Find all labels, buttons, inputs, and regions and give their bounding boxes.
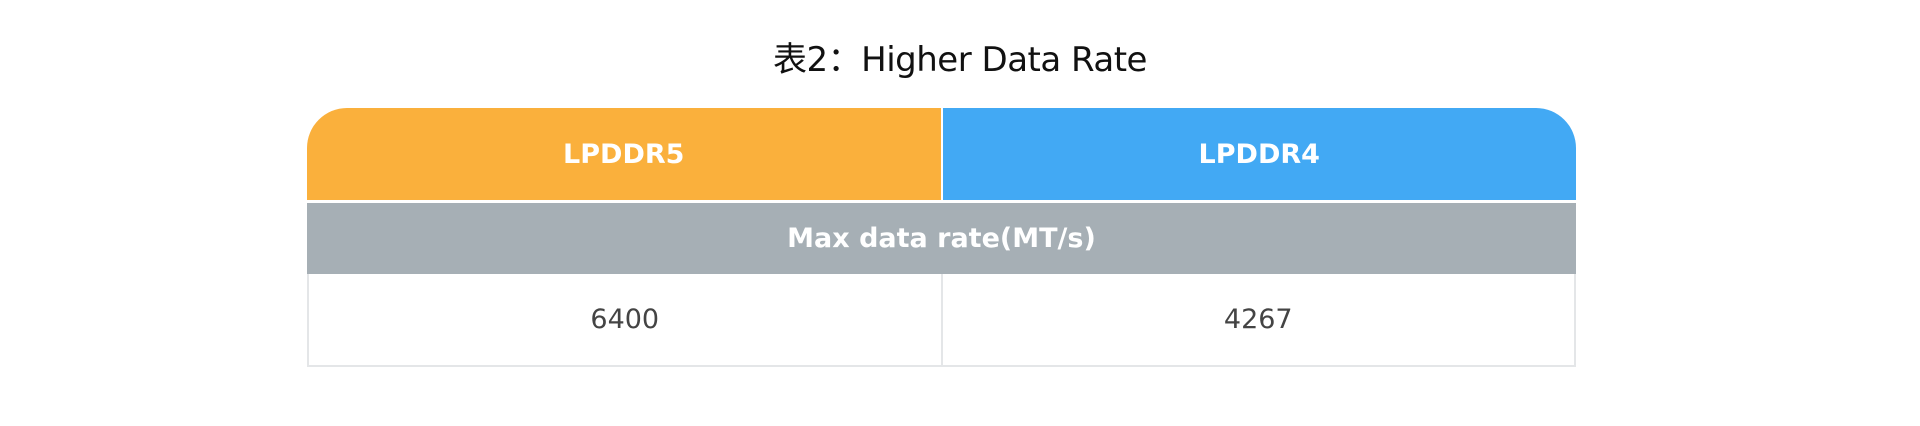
- value-lpddr4: 4267: [940, 274, 1575, 365]
- header-lpddr4: LPDDR4: [942, 108, 1576, 200]
- header-row: LPDDR5 LPDDR4: [307, 108, 1576, 200]
- comparison-table: LPDDR5 LPDDR4 Max data rate(MT/s) 6400 4…: [307, 108, 1576, 367]
- table-row: 6400 4267: [307, 274, 1576, 367]
- table-title: 表2：Higher Data Rate: [773, 40, 1147, 80]
- row-label: Max data rate(MT/s): [307, 203, 1576, 274]
- header-lpddr5: LPDDR5: [307, 108, 943, 200]
- value-lpddr5: 6400: [590, 304, 660, 335]
